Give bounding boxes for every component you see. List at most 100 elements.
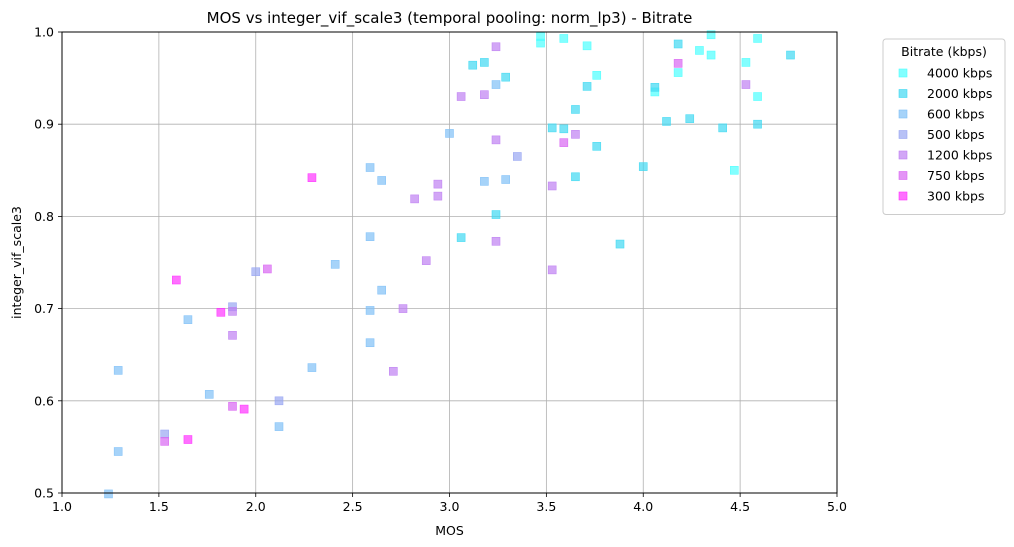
data-point <box>456 233 466 242</box>
legend-item: 600 kbps <box>898 107 984 122</box>
data-point <box>421 256 431 265</box>
data-point <box>365 306 375 315</box>
y-axis-label: integer_vif_scale3 <box>9 206 24 319</box>
data-point <box>695 46 704 55</box>
data-point <box>480 90 489 99</box>
data-point <box>718 123 727 133</box>
x-tick-label: 3.0 <box>440 499 460 514</box>
data-point <box>753 34 762 43</box>
data-point <box>513 152 522 161</box>
data-point <box>183 315 193 324</box>
y-tick-label: 0.6 <box>34 393 54 408</box>
x-tick-label: 2.0 <box>246 499 266 514</box>
data-point <box>491 236 501 246</box>
data-point <box>239 404 249 414</box>
data-point <box>501 175 510 184</box>
x-tick-label: 5.0 <box>827 499 847 514</box>
data-point <box>216 307 226 317</box>
data-point <box>615 239 625 249</box>
data-point <box>741 80 751 89</box>
data-point <box>160 437 169 446</box>
data-point <box>274 396 284 406</box>
legend-item: 4000 kbps <box>898 66 992 81</box>
data-point <box>650 83 660 92</box>
x-tick-label: 4.5 <box>730 499 750 514</box>
data-point <box>491 210 501 219</box>
series-500-kbps <box>160 152 522 439</box>
x-tick-label: 2.5 <box>343 499 363 514</box>
data-point <box>501 72 510 82</box>
data-point <box>547 123 557 133</box>
data-point <box>592 71 602 80</box>
legend-box <box>882 38 1006 215</box>
data-point <box>592 142 602 151</box>
legend-label: 2000 kbps <box>927 86 992 101</box>
data-point <box>730 166 739 175</box>
data-point <box>377 285 386 295</box>
data-point <box>491 80 501 89</box>
data-point <box>571 105 580 114</box>
y-tick-label: 0.5 <box>34 486 54 501</box>
data-point <box>433 179 443 189</box>
data-point <box>365 163 375 172</box>
data-point <box>274 422 284 431</box>
data-point <box>365 232 375 241</box>
x-tick-label: 1.0 <box>52 499 72 514</box>
series-4000-kbps <box>536 30 762 175</box>
data-point <box>786 50 795 60</box>
data-point <box>183 435 193 444</box>
data-point <box>547 181 557 191</box>
data-point <box>571 172 580 182</box>
legend-swatch <box>898 130 908 139</box>
data-point <box>160 429 169 439</box>
legend-label: 600 kbps <box>927 107 984 122</box>
data-point <box>104 489 113 499</box>
data-point <box>113 447 123 456</box>
series-1200-kbps <box>228 42 751 376</box>
series-2000-kbps <box>456 39 795 249</box>
data-point <box>330 260 340 269</box>
data-points <box>104 30 795 499</box>
legend-label: 750 kbps <box>927 168 984 183</box>
x-axis-label: MOS <box>435 523 464 538</box>
y-tick-label: 0.9 <box>34 117 54 132</box>
legend-label: 4000 kbps <box>927 66 992 81</box>
legend-item: 1200 kbps <box>898 148 992 163</box>
data-point <box>172 275 181 285</box>
data-point <box>228 402 237 411</box>
data-point <box>559 34 569 43</box>
data-point <box>389 366 398 376</box>
x-tick-label: 1.5 <box>149 499 169 514</box>
series-300-kbps <box>172 173 317 444</box>
data-point <box>365 338 375 348</box>
data-point <box>753 119 762 129</box>
y-tick-label: 0.7 <box>34 301 54 316</box>
data-point <box>673 39 683 49</box>
data-point <box>480 58 489 67</box>
data-point <box>673 68 683 77</box>
legend-title: Bitrate (kbps) <box>901 44 987 59</box>
data-point <box>582 41 592 51</box>
data-point <box>433 191 443 201</box>
legend-swatch <box>898 171 908 180</box>
data-point <box>741 58 751 67</box>
legend-item: 2000 kbps <box>898 86 992 101</box>
legend-swatch <box>898 68 908 78</box>
legend-label: 500 kbps <box>927 127 984 142</box>
series-750-kbps <box>160 59 683 446</box>
data-point <box>228 331 237 340</box>
y-tick-label: 1.0 <box>34 25 54 40</box>
data-point <box>468 60 478 70</box>
legend-item: 500 kbps <box>898 127 984 142</box>
data-point <box>571 130 580 139</box>
data-point <box>753 92 762 101</box>
y-tick-label: 0.8 <box>34 209 54 224</box>
data-point <box>706 50 716 60</box>
data-point <box>582 82 592 91</box>
data-point <box>204 390 214 399</box>
legend-label: 1200 kbps <box>927 148 992 163</box>
data-point <box>559 124 569 134</box>
data-point <box>307 173 317 182</box>
data-point <box>685 114 695 123</box>
